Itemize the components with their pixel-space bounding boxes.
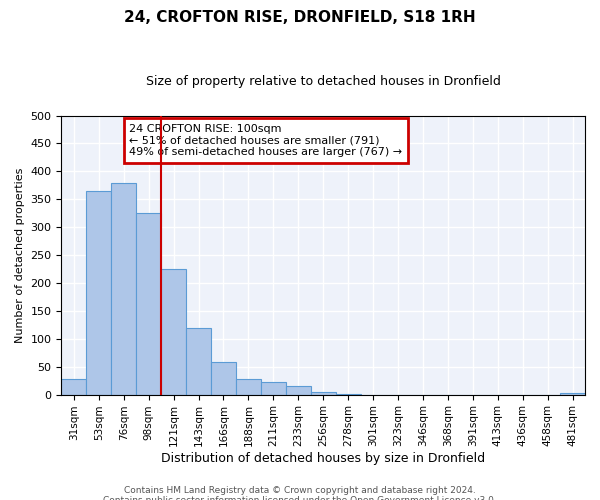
Bar bbox=[560, 393, 585, 394]
Bar bbox=[261, 382, 286, 394]
Title: Size of property relative to detached houses in Dronfield: Size of property relative to detached ho… bbox=[146, 75, 500, 88]
Text: Contains public sector information licensed under the Open Government Licence v3: Contains public sector information licen… bbox=[103, 496, 497, 500]
Bar bbox=[61, 379, 86, 394]
Bar bbox=[211, 362, 236, 394]
Bar bbox=[161, 269, 186, 394]
Bar bbox=[286, 386, 311, 394]
Text: Contains HM Land Registry data © Crown copyright and database right 2024.: Contains HM Land Registry data © Crown c… bbox=[124, 486, 476, 495]
Text: 24, CROFTON RISE, DRONFIELD, S18 1RH: 24, CROFTON RISE, DRONFIELD, S18 1RH bbox=[124, 10, 476, 25]
X-axis label: Distribution of detached houses by size in Dronfield: Distribution of detached houses by size … bbox=[161, 452, 485, 465]
Bar bbox=[236, 379, 261, 394]
Bar bbox=[111, 182, 136, 394]
Bar bbox=[86, 191, 111, 394]
Text: 24 CROFTON RISE: 100sqm
← 51% of detached houses are smaller (791)
49% of semi-d: 24 CROFTON RISE: 100sqm ← 51% of detache… bbox=[130, 124, 403, 157]
Bar bbox=[186, 328, 211, 394]
Bar bbox=[136, 213, 161, 394]
Bar bbox=[311, 392, 335, 394]
Y-axis label: Number of detached properties: Number of detached properties bbox=[15, 168, 25, 343]
